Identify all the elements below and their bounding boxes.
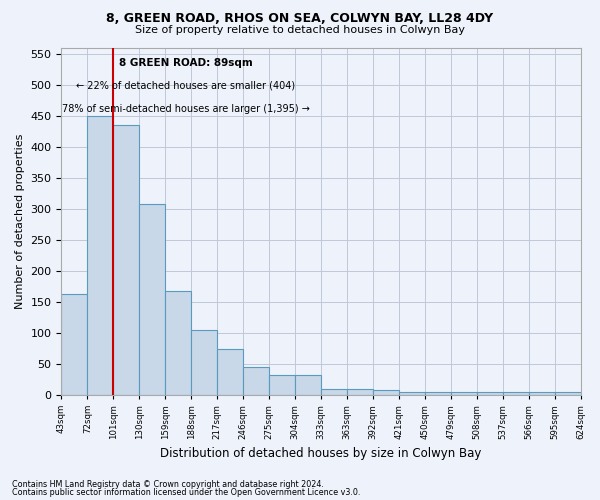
Bar — [373, 390, 399, 395]
Bar — [243, 368, 269, 395]
Bar — [191, 330, 217, 395]
Bar — [321, 388, 347, 395]
Text: 8, GREEN ROAD, RHOS ON SEA, COLWYN BAY, LL28 4DY: 8, GREEN ROAD, RHOS ON SEA, COLWYN BAY, … — [106, 12, 494, 26]
Text: Contains HM Land Registry data © Crown copyright and database right 2024.: Contains HM Land Registry data © Crown c… — [12, 480, 324, 489]
Text: Size of property relative to detached houses in Colwyn Bay: Size of property relative to detached ho… — [135, 25, 465, 35]
Bar — [165, 291, 191, 395]
Bar — [269, 375, 295, 395]
Bar — [347, 388, 373, 395]
Bar — [425, 392, 451, 395]
Bar — [451, 392, 476, 395]
Bar — [88, 116, 113, 395]
Bar — [476, 392, 503, 395]
Bar — [61, 294, 88, 395]
Bar — [503, 392, 529, 395]
Bar — [554, 392, 581, 395]
Bar — [295, 375, 321, 395]
Y-axis label: Number of detached properties: Number of detached properties — [15, 134, 25, 309]
Bar — [217, 350, 243, 395]
Bar — [399, 392, 425, 395]
Bar — [113, 125, 139, 395]
Text: Contains public sector information licensed under the Open Government Licence v3: Contains public sector information licen… — [12, 488, 361, 497]
X-axis label: Distribution of detached houses by size in Colwyn Bay: Distribution of detached houses by size … — [160, 447, 482, 460]
Bar — [139, 204, 165, 395]
Bar — [529, 392, 554, 395]
